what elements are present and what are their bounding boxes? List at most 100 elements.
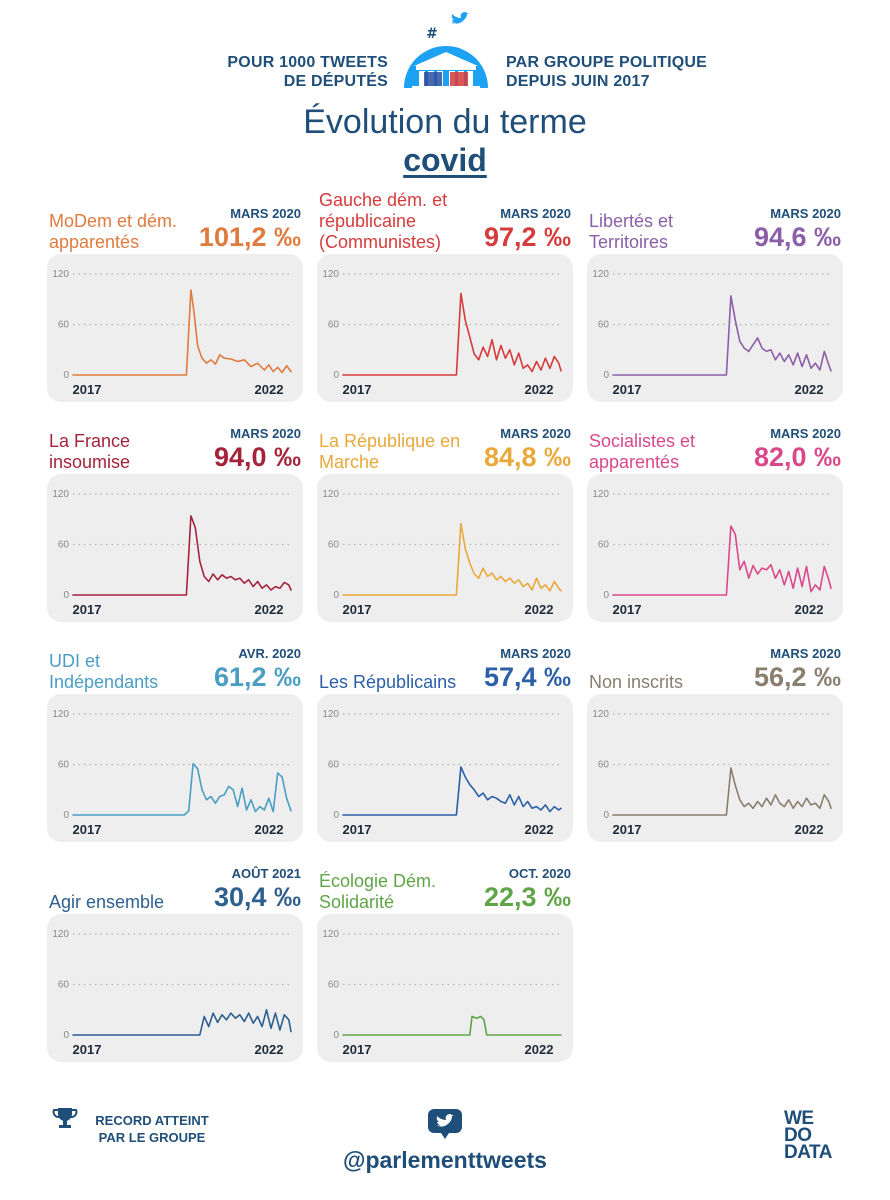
record-date: MARS 2020 <box>500 426 571 491</box>
chart-panel-libertes-et-territoires: Libertés et Territoires MARS 2020 94,6 ‰ 0 6… <box>587 202 843 402</box>
page-title: Évolution du terme <box>303 103 587 141</box>
header-right-line2: DEPUIS JUIN 2017 <box>506 73 650 90</box>
y-tick-label: 120 <box>322 269 339 280</box>
series-line <box>72 1009 292 1036</box>
y-tick-label: 120 <box>52 929 69 940</box>
x-tick-label: 2022 <box>525 602 554 617</box>
group-name: Libertés et Territoires <box>589 211 674 252</box>
y-tick-label: 60 <box>328 760 340 771</box>
footer-record-line2: PAR LE GROUPE <box>98 1130 206 1145</box>
y-tick-label: 60 <box>598 320 610 331</box>
series-line <box>342 292 562 376</box>
y-tick-label: 60 <box>58 320 70 331</box>
record-value: 82,0 ‰ <box>753 442 841 472</box>
record-date-text: MARS 2020 <box>500 426 571 441</box>
record-value: 94,6 ‰ <box>753 222 841 252</box>
record-date-text: MARS 2020 <box>500 646 571 661</box>
y-tick-label: 0 <box>63 810 69 821</box>
x-tick-label: 2017 <box>73 1042 102 1057</box>
header-right-text: PAR GROUPE POLITIQUE DEPUIS JUIN 2017 <box>506 53 746 91</box>
y-tick-label: 0 <box>63 1030 69 1041</box>
x-tick-label: 2017 <box>73 822 102 837</box>
group-name: MoDem et dém. apparentés <box>49 211 178 252</box>
x-tick-label: 2017 <box>613 602 642 617</box>
line-chart: 0 60 120 2017 2022 <box>52 929 292 1057</box>
y-tick-label: 120 <box>592 489 609 500</box>
record-date-text: MARS 2020 <box>500 206 571 221</box>
y-tick-label: 120 <box>592 269 609 280</box>
y-tick-label: 60 <box>58 540 70 551</box>
y-tick-label: 60 <box>328 320 340 331</box>
y-tick-label: 0 <box>63 370 69 381</box>
record-value: 22,3 ‰ <box>483 882 571 912</box>
chart-background <box>317 474 573 622</box>
record-date-text: AVR. 2020 <box>238 646 301 661</box>
chart-panel-modem-et-dem-apparentes: MoDem et dém. apparentés MARS 2020 101,2 ‰… <box>47 202 303 402</box>
series-line <box>72 515 292 596</box>
chart-panel-la-republique-en-marche: La République en Marche MARS 2020 84,8 ‰ 0 6… <box>317 422 573 622</box>
y-tick-label: 60 <box>328 980 340 991</box>
line-chart: 0 60 120 2017 2022 <box>322 709 562 837</box>
line-chart: 0 60 120 2017 2022 <box>52 489 292 617</box>
chart-background <box>587 254 843 402</box>
chart-background <box>47 694 303 842</box>
record-date: MARS 2020 <box>770 206 841 271</box>
twitter-handle[interactable]: @parlementtweets <box>343 1147 547 1173</box>
line-chart: 0 60 120 2017 2022 <box>52 709 292 837</box>
line-chart: 0 60 120 2017 2022 <box>322 269 562 397</box>
x-tick-label: 2017 <box>73 602 102 617</box>
record-date: AOÛT 2021 <box>231 866 301 931</box>
x-tick-label: 2017 <box>613 822 642 837</box>
x-tick-label: 2017 <box>613 382 642 397</box>
record-value: 97,2 ‰ <box>483 222 571 252</box>
chart-background <box>317 254 573 402</box>
x-tick-label: 2022 <box>255 822 284 837</box>
y-tick-label: 60 <box>58 760 70 771</box>
svg-text:#: # <box>426 26 438 42</box>
record-date-text: AOÛT 2021 <box>231 866 301 881</box>
chart-background <box>47 914 303 1062</box>
record-value: 101,2 ‰ <box>198 222 301 252</box>
record-value: 61,2 ‰ <box>213 662 301 692</box>
x-tick-label: 2017 <box>343 822 372 837</box>
header-right-line1: PAR GROUPE POLITIQUE <box>506 54 708 71</box>
y-tick-label: 120 <box>322 489 339 500</box>
record-date-text: MARS 2020 <box>770 206 841 221</box>
x-tick-label: 2017 <box>343 1042 372 1057</box>
line-chart: 0 60 120 2017 2022 <box>322 489 562 617</box>
chart-panel-ecologie-dem-solidarite: Écologie Dém. Solidarité OCT. 2020 22,3 ‰ 0… <box>317 862 573 1062</box>
chart-panel-gauche-dem-et-republicaine-communistes: Gauche dém. et républicaine (Communistes… <box>317 190 573 402</box>
record-date-text: MARS 2020 <box>230 206 301 221</box>
record-value: 56,2 ‰ <box>753 662 841 692</box>
header-left-text: POUR 1000 TWEETS DE DÉPUTÉS <box>190 53 388 91</box>
chart-background <box>587 474 843 622</box>
x-tick-label: 2017 <box>343 602 372 617</box>
brand-line3: DATA <box>784 1142 832 1163</box>
chart-panel-la-france-insoumise: La France insoumise MARS 2020 94,0 ‰ 0 60 120… <box>47 422 303 622</box>
y-tick-label: 60 <box>328 540 340 551</box>
chart-background <box>317 914 573 1062</box>
record-date: MARS 2020 <box>500 646 571 711</box>
brand-line2: DO <box>784 1125 812 1146</box>
series-line <box>342 766 562 816</box>
header-left-line1: POUR 1000 TWEETS <box>227 54 388 71</box>
chart-background <box>47 254 303 402</box>
y-tick-label: 120 <box>322 709 339 720</box>
search-term: covid <box>403 142 487 178</box>
x-tick-label: 2022 <box>795 822 824 837</box>
twitter-bird-icon <box>428 1109 462 1139</box>
y-tick-label: 0 <box>63 590 69 601</box>
series-line <box>342 1015 562 1036</box>
footer-twitter: @parlementtweets <box>0 1108 890 1174</box>
y-tick-label: 0 <box>333 1030 339 1041</box>
line-chart: 0 60 120 2017 2022 <box>592 709 832 837</box>
group-name: Agir ensemble <box>49 892 165 912</box>
group-name: UDI et Indépendants <box>49 651 159 692</box>
chart-background <box>317 694 573 842</box>
y-tick-label: 120 <box>52 489 69 500</box>
record-date-text: MARS 2020 <box>230 426 301 441</box>
y-tick-label: 60 <box>598 540 610 551</box>
series-line <box>612 525 832 596</box>
line-chart: 0 60 120 2017 2022 <box>592 489 832 617</box>
group-name: Gauche dém. et républicaine (Communistes… <box>319 190 448 252</box>
